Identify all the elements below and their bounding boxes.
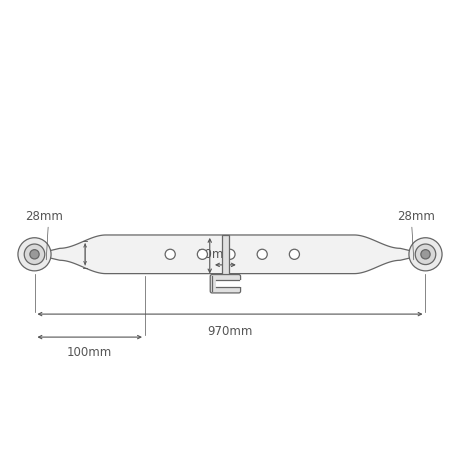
Polygon shape bbox=[221, 235, 229, 291]
Circle shape bbox=[420, 250, 429, 259]
Text: 28mm: 28mm bbox=[397, 210, 434, 223]
Circle shape bbox=[224, 250, 235, 260]
Polygon shape bbox=[34, 235, 425, 274]
Circle shape bbox=[289, 250, 299, 260]
FancyBboxPatch shape bbox=[210, 275, 240, 293]
Text: 28mm: 28mm bbox=[25, 210, 62, 223]
Circle shape bbox=[30, 250, 39, 259]
Text: 20mm: 20mm bbox=[197, 248, 235, 261]
Text: 970mm: 970mm bbox=[207, 325, 252, 337]
Circle shape bbox=[257, 250, 267, 260]
Circle shape bbox=[18, 238, 51, 271]
Circle shape bbox=[408, 238, 441, 271]
Circle shape bbox=[24, 245, 45, 265]
Circle shape bbox=[414, 245, 435, 265]
Polygon shape bbox=[215, 281, 243, 287]
Text: 100mm: 100mm bbox=[67, 346, 112, 358]
Circle shape bbox=[165, 250, 175, 260]
Circle shape bbox=[197, 250, 207, 260]
